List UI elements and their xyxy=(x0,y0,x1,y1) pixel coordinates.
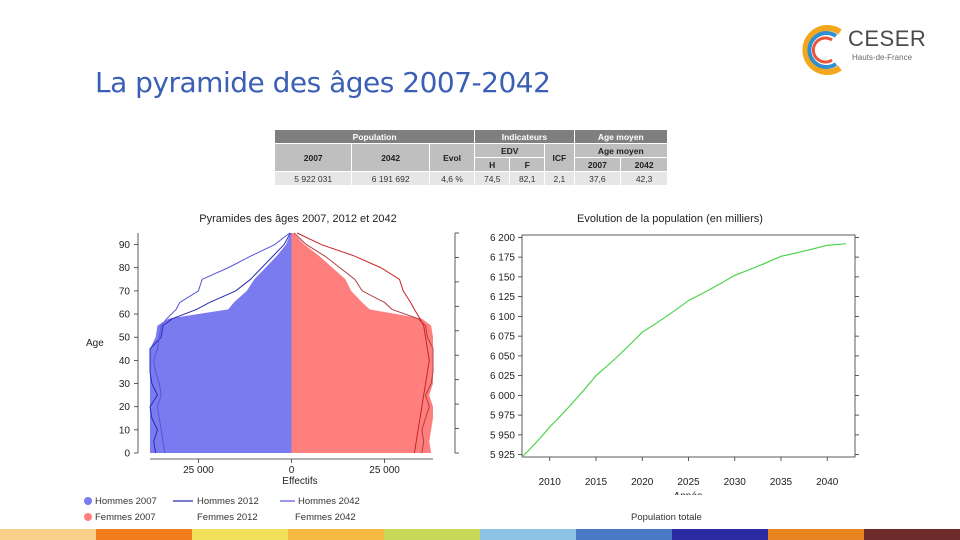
popline-y-tick-label: 6 175 xyxy=(490,253,515,264)
footer-band-segment xyxy=(384,529,480,540)
popline-x-tick-label: 2015 xyxy=(585,477,608,488)
popline-x-tick-label: 2035 xyxy=(770,477,793,488)
table-sub-f: F xyxy=(509,157,546,172)
table-val-evol: 4,6 % xyxy=(428,171,476,186)
table-header-mean-age: Age moyen xyxy=(573,129,669,144)
popline-y-tick-label: 5 950 xyxy=(490,430,515,441)
pyramid-title: Pyramides des âges 2007, 2012 et 2042 xyxy=(199,213,397,225)
popline-y-tick-label: 6 100 xyxy=(490,312,515,323)
footer-band-segment xyxy=(480,529,576,540)
pyramid-hommes-2012-line xyxy=(149,232,291,454)
pyramid-y-tick-label: 90 xyxy=(119,240,131,251)
chart-legend: Hommes 2007 Hommes 2012 Hommes 2042 Femm… xyxy=(55,495,885,525)
pyramid-y-tick-label: 50 xyxy=(119,333,131,344)
pyramid-femmes-2007-area xyxy=(291,233,433,453)
table-val-age2007: 37,6 xyxy=(573,171,622,186)
popline-y-tick-label: 6 000 xyxy=(490,391,515,402)
indicators-table: Population Indicateurs Age moyen 2007 20… xyxy=(273,129,669,186)
table-header-indicators: Indicateurs xyxy=(474,129,575,144)
pyramid-hommes-2007-area xyxy=(150,233,292,453)
popline-x-tick-label: 2020 xyxy=(631,477,654,488)
page-title: La pyramide des âges 2007-2042 xyxy=(95,66,551,99)
popline-title: Evolution de la population (en milliers) xyxy=(577,213,763,225)
pyramid-x-tick-label: 25 000 xyxy=(369,465,400,476)
pyramid-y-tick-label: 10 xyxy=(119,425,131,436)
table-sub-age-2007: 2007 xyxy=(573,157,622,172)
footer-color-band xyxy=(0,529,960,540)
popline-y-tick-label: 5 975 xyxy=(490,411,515,422)
popline-y-tick-label: 6 200 xyxy=(490,233,515,244)
ceser-logo: CESER Hauts-de-France xyxy=(800,22,950,82)
table-val-pop2007: 5 922 031 xyxy=(273,171,353,186)
footer-band-segment xyxy=(864,529,960,540)
pyramid-y-tick-label: 0 xyxy=(124,449,130,460)
table-val-icf: 2,1 xyxy=(544,171,575,186)
legend-hommes2012: Hommes 2012 xyxy=(197,496,259,507)
footer-band-segment xyxy=(768,529,864,540)
pyramid-ylabel: Age xyxy=(86,338,104,349)
pyramid-y-tick-label: 80 xyxy=(119,263,131,274)
pyramid-x-tick-label: 0 xyxy=(289,465,295,476)
pyramid-y-tick-label: 60 xyxy=(119,310,131,321)
pyramid-hommes-2042-line xyxy=(153,232,290,454)
popline-x-tick-label: 2030 xyxy=(724,477,747,488)
popline-x-tick-label: 2040 xyxy=(816,477,839,488)
popline-x-tick-label: 2025 xyxy=(677,477,700,488)
table-sub-age-2042: 2042 xyxy=(620,157,668,172)
legend-femmes2042: Femmes 2042 xyxy=(295,512,356,523)
pyramid-xlabel: Effectifs xyxy=(282,476,317,487)
footer-band-segment xyxy=(0,529,96,540)
popline-x-tick-label: 2010 xyxy=(539,477,562,488)
popline-plot-frame xyxy=(521,234,856,458)
table-sub-2007: 2007 xyxy=(273,143,353,172)
footer-band-segment xyxy=(576,529,672,540)
legend-femmes2012: Femmes 2012 xyxy=(197,512,258,523)
pyramid-y-tick-label: 70 xyxy=(119,286,131,297)
table-sub-icf: ICF xyxy=(544,143,575,172)
ceser-swirl-icon xyxy=(802,25,842,75)
popline-y-tick-label: 6 050 xyxy=(490,351,515,362)
footer-band-segment xyxy=(672,529,768,540)
table-val-edv-f: 82,1 xyxy=(509,171,546,186)
table-header-population: Population xyxy=(273,129,476,144)
table-sub-mean-age: Age moyen xyxy=(573,143,669,158)
population-line-chart: Evolution de la population (en milliers)… xyxy=(490,213,859,502)
pyramid-x-tick-label: 25 000 xyxy=(183,465,214,476)
age-pyramid-chart: Pyramides des âges 2007, 2012 et 2042 Ag… xyxy=(86,213,459,487)
footer-band-segment xyxy=(288,529,384,540)
pyramid-y-tick-label: 20 xyxy=(119,402,131,413)
popline-y-tick-label: 6 125 xyxy=(490,292,515,303)
popline-y-tick-label: 6 075 xyxy=(490,332,515,343)
table-val-age2042: 42,3 xyxy=(620,171,668,186)
footer-band-segment xyxy=(192,529,288,540)
table-val-edv-h: 74,5 xyxy=(474,171,511,186)
logo-subtitle: Hauts-de-France xyxy=(852,53,913,62)
popline-y-tick-label: 6 150 xyxy=(490,272,515,283)
popline-y-tick-label: 6 025 xyxy=(490,371,515,382)
popline-series-line xyxy=(521,243,846,458)
table-sub-evol: Evol xyxy=(428,143,476,172)
legend-hommes2042: Hommes 2042 xyxy=(298,496,360,507)
legend-femmes2007-swatch xyxy=(84,513,92,521)
footer-band-segment xyxy=(96,529,192,540)
table-sub-h: H xyxy=(474,157,511,172)
pyramid-y-tick-label: 30 xyxy=(119,379,131,390)
table-val-pop2042: 6 191 692 xyxy=(351,171,430,186)
table-sub-2042: 2042 xyxy=(351,143,430,172)
table-sub-edv: EDV xyxy=(474,143,546,158)
legend-hommes2007-swatch xyxy=(84,497,92,505)
logo-name: CESER xyxy=(848,26,927,51)
legend-femmes2007: Femmes 2007 xyxy=(95,512,156,523)
legend-pop-totale: Population totale xyxy=(631,512,702,523)
legend-hommes2007: Hommes 2007 xyxy=(95,496,157,507)
pyramid-femmes-2042-line xyxy=(296,232,430,454)
popline-y-tick-label: 5 925 xyxy=(490,450,515,461)
pyramid-femmes-2012-line xyxy=(293,232,434,454)
pyramid-y-tick-label: 40 xyxy=(119,356,131,367)
